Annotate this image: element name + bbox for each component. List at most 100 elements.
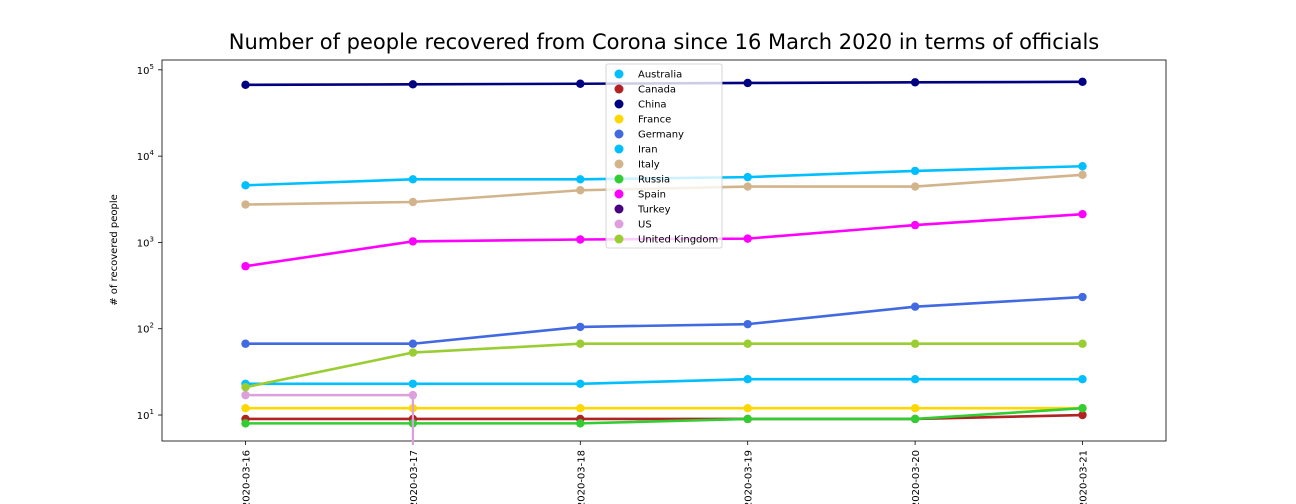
data-point xyxy=(241,181,250,190)
data-point xyxy=(910,403,920,413)
data-point xyxy=(576,403,585,413)
y-tick-label: 103 xyxy=(137,235,154,249)
legend-marker xyxy=(614,99,624,109)
data-point xyxy=(408,237,418,246)
legend-label: Iran xyxy=(638,145,658,156)
data-point xyxy=(1078,339,1087,348)
data-point xyxy=(576,186,585,195)
data-point xyxy=(743,414,752,424)
x-tick-label: 2020-03-17 xyxy=(409,450,420,504)
data-point xyxy=(910,78,920,87)
series-united-kingdom xyxy=(241,339,1087,392)
data-point xyxy=(1078,410,1087,420)
data-point xyxy=(743,375,752,384)
data-point xyxy=(408,175,418,184)
legend-label: Italy xyxy=(638,160,660,171)
data-point xyxy=(743,182,752,191)
series-us xyxy=(241,390,418,445)
legend-label: Turkey xyxy=(637,205,671,216)
data-point xyxy=(241,419,250,428)
legend-label: Spain xyxy=(638,190,666,201)
data-point xyxy=(408,339,418,348)
series-line xyxy=(245,295,1083,346)
series-line xyxy=(245,342,1083,389)
legend-label: Canada xyxy=(638,85,676,96)
data-point xyxy=(576,419,585,428)
x-tick-label: 2020-03-16 xyxy=(242,450,253,504)
data-point xyxy=(743,403,752,413)
data-point xyxy=(743,234,752,243)
legend-marker xyxy=(614,84,624,94)
data-point xyxy=(743,172,752,182)
legend: Australia Canada China France Germany Iran Ita… xyxy=(605,63,723,249)
y-tick-label: 101 xyxy=(137,408,154,422)
data-point xyxy=(408,348,418,357)
legend-marker xyxy=(614,174,624,184)
data-point xyxy=(576,339,585,348)
data-point xyxy=(910,166,920,176)
data-point xyxy=(241,390,250,400)
x-tick-label: 2020-03-19 xyxy=(744,450,755,504)
y-tick-label: 105 xyxy=(137,63,154,77)
legend-marker xyxy=(614,114,624,124)
data-point xyxy=(241,80,250,90)
data-point xyxy=(1078,209,1087,219)
data-point xyxy=(1078,375,1087,384)
y-tick-label: 102 xyxy=(137,322,154,336)
legend-label: United Kingdom xyxy=(638,235,718,246)
legend-label: China xyxy=(638,100,667,111)
legend-label: France xyxy=(638,115,671,126)
legend-label: US xyxy=(638,220,652,231)
legend-marker xyxy=(614,204,624,214)
data-point xyxy=(576,379,585,389)
data-point xyxy=(910,302,920,311)
data-point xyxy=(576,175,585,184)
legend-marker xyxy=(614,129,624,139)
legend-label: Germany xyxy=(638,130,684,141)
data-point xyxy=(743,339,752,348)
y-tick-base: 10 xyxy=(137,325,150,336)
y-tick-exponent: 1 xyxy=(150,408,154,416)
series-france xyxy=(241,403,1087,413)
legend-marker xyxy=(614,219,624,229)
x-tick-label: 2020-03-21 xyxy=(1079,450,1090,504)
data-point xyxy=(910,414,920,424)
data-point xyxy=(408,197,418,207)
data-point xyxy=(241,262,250,271)
data-point xyxy=(576,322,585,332)
series-line xyxy=(245,377,1083,386)
data-point xyxy=(1078,292,1087,302)
series-russia xyxy=(241,403,1087,428)
data-point xyxy=(743,319,752,329)
data-point xyxy=(1078,403,1087,413)
series-line xyxy=(245,406,1083,425)
data-point xyxy=(408,80,418,89)
data-point xyxy=(241,200,250,209)
legend-label: Russia xyxy=(638,175,670,186)
y-tick-exponent: 3 xyxy=(150,235,154,243)
y-tick-label: 104 xyxy=(137,149,155,163)
data-point xyxy=(910,220,920,230)
data-point xyxy=(743,78,752,88)
series-germany xyxy=(241,292,1087,348)
y-tick-base: 10 xyxy=(137,66,150,77)
data-point xyxy=(408,379,418,389)
legend-marker xyxy=(614,189,624,199)
legend-marker xyxy=(614,159,624,169)
y-tick-exponent: 4 xyxy=(150,149,155,157)
y-tick-exponent: 5 xyxy=(150,63,154,71)
data-point xyxy=(241,339,250,348)
data-point xyxy=(1078,162,1087,171)
data-point xyxy=(1078,77,1087,87)
data-point xyxy=(910,339,920,348)
y-tick-exponent: 2 xyxy=(150,322,154,330)
y-tick-base: 10 xyxy=(137,411,150,422)
data-point xyxy=(241,403,250,413)
data-point xyxy=(910,182,920,191)
legend-marker xyxy=(614,69,624,79)
legend-label: Australia xyxy=(638,70,682,81)
x-tick-label: 2020-03-18 xyxy=(576,450,587,504)
legend-marker xyxy=(614,144,624,154)
